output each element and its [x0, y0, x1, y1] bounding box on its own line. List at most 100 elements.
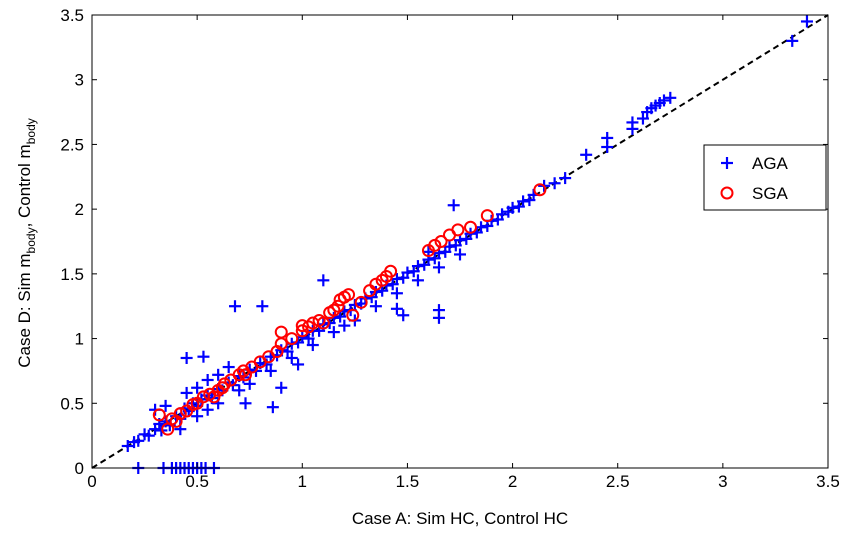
data-point-sga [533, 183, 547, 197]
data-point-aga [786, 34, 799, 47]
data-point-sga [369, 277, 383, 291]
y-axis-label-mid: , Control m [15, 144, 34, 227]
data-point-aga [397, 309, 410, 322]
data-point-sga [302, 320, 316, 334]
data-point-aga [369, 300, 382, 313]
data-point-aga [475, 221, 488, 234]
data-point-sga [316, 316, 330, 330]
x-tick-label: 2 [508, 472, 517, 491]
y-tick-label: 1.5 [60, 265, 84, 284]
data-point-aga [657, 94, 670, 107]
data-point-aga [132, 434, 145, 447]
data-point-sga [274, 325, 288, 339]
data-point-aga [233, 384, 246, 397]
legend: AGA SGA [703, 144, 827, 211]
data-point-aga [201, 373, 214, 386]
data-point-sga [434, 235, 448, 248]
data-point-sga [215, 381, 229, 395]
y-tick-label: 0.5 [60, 394, 84, 413]
data-point-aga [443, 240, 456, 253]
y-axis-label: Case D: Sim mbody, Control mbody [15, 118, 38, 368]
data-point-aga [317, 274, 330, 287]
data-point-aga [201, 403, 214, 416]
data-point-aga [401, 266, 414, 279]
data-point-aga [191, 381, 204, 394]
y-tick-label: 3.5 [60, 6, 84, 25]
data-point-aga [327, 326, 340, 339]
ticks-layer: 0 0.5 1 1.5 2 2.5 3 3.5 0 0.5 1 1.5 2 2.5 3 3.5 [60, 6, 839, 491]
data-point-sga [342, 288, 356, 302]
data-point-aga [432, 261, 445, 274]
series-aga [121, 15, 813, 474]
data-point-aga [266, 401, 279, 414]
data-point-sga [236, 364, 250, 378]
data-point-aga [411, 274, 424, 287]
data-point-aga [411, 260, 424, 273]
data-point-aga [302, 332, 315, 345]
legend-label-aga: AGA [752, 154, 789, 173]
data-point-sga [232, 368, 246, 382]
data-point-aga [256, 300, 269, 313]
data-point-aga [159, 399, 172, 412]
data-point-sga [428, 238, 442, 252]
data-point-aga [292, 358, 305, 371]
data-point-aga [180, 351, 193, 364]
data-point-sga [451, 223, 465, 237]
data-point-aga [559, 172, 572, 185]
x-axis-label: Case A: Sim HC, Control HC [352, 509, 568, 528]
y-axis-label-sub2: body [24, 118, 38, 144]
y-axis-label-sub1: body [24, 227, 38, 253]
data-point-aga [800, 15, 813, 28]
y-tick-label: 1 [75, 330, 84, 349]
data-point-aga [180, 386, 193, 399]
data-point-aga [212, 368, 225, 381]
plot-area-frame [91, 14, 829, 469]
legend-marker-aga [721, 157, 733, 169]
x-tick-label: 3 [718, 472, 727, 491]
data-point-aga [281, 345, 294, 358]
data-point-aga [496, 208, 509, 221]
data-point-aga [306, 339, 319, 352]
data-point-aga [390, 287, 403, 300]
data-point-aga [636, 112, 649, 125]
data-point-aga [601, 141, 614, 154]
x-tick-label: 3.5 [816, 472, 840, 491]
x-tick-label: 0.5 [185, 472, 209, 491]
x-tick-label: 1 [298, 472, 307, 491]
data-point-aga [447, 199, 460, 212]
data-point-sga [331, 299, 345, 313]
data-point-aga [142, 429, 155, 442]
points-layer [121, 15, 813, 474]
data-point-aga [390, 273, 403, 286]
x-tick-label: 0 [87, 472, 96, 491]
data-point-aga [275, 381, 288, 394]
data-point-aga [626, 116, 639, 129]
data-point-aga [548, 177, 561, 190]
data-point-sga [327, 303, 341, 317]
data-point-aga [121, 439, 134, 452]
data-point-sga [285, 332, 299, 346]
data-point-aga [432, 311, 445, 324]
y-tick-label: 2.5 [60, 135, 84, 154]
data-point-sga [295, 324, 309, 338]
data-point-sga [152, 408, 166, 422]
y-axis-label-prefix: Case D: Sim m [15, 253, 34, 367]
data-point-sga [464, 220, 478, 234]
data-point-sga [346, 308, 360, 322]
data-point-aga [338, 319, 351, 332]
series-sga [152, 183, 547, 436]
data-point-sga [354, 295, 368, 309]
y-tick-label: 2 [75, 200, 84, 219]
data-point-sga [207, 390, 221, 404]
data-point-aga [580, 148, 593, 161]
data-point-sga [295, 319, 309, 333]
data-point-aga [191, 410, 204, 423]
legend-symbol-sga [720, 186, 734, 200]
data-point-aga [239, 397, 252, 410]
x-tick-label: 2.5 [606, 472, 630, 491]
x-tick-label: 1.5 [396, 472, 420, 491]
data-point-sga [379, 269, 393, 283]
data-point-sga [480, 209, 494, 223]
data-point-aga [664, 91, 677, 104]
data-point-sga [173, 407, 187, 421]
